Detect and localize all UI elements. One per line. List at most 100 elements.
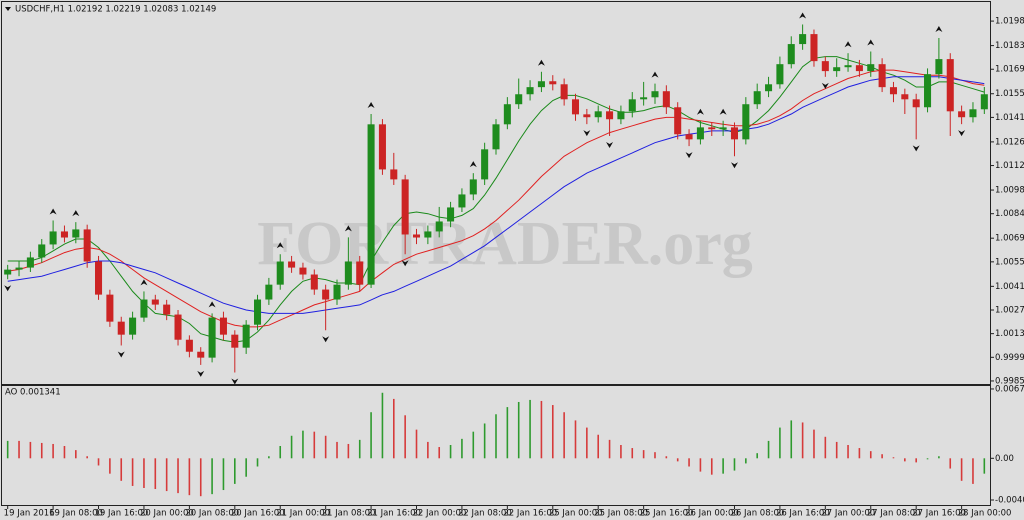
y-tick-label: 1.00555 <box>995 257 1024 267</box>
candle-body <box>424 231 432 238</box>
x-tick-label: 27 Jan 08:00 <box>867 509 921 519</box>
fractal-up-arrow <box>651 71 659 78</box>
candle-body <box>435 221 443 232</box>
candle-body <box>515 94 523 105</box>
candle-body <box>537 81 545 88</box>
candle-body <box>4 269 12 275</box>
fractal-up-arrow <box>72 210 80 217</box>
x-tick-label: 21 Jan 08:00 <box>322 509 376 519</box>
fractal-up-arrow <box>140 279 148 286</box>
y-tick-label: 1.00980 <box>995 186 1024 196</box>
candle-body <box>935 59 943 75</box>
candle-body <box>26 257 34 268</box>
candle-body <box>390 169 398 180</box>
candle-body <box>912 99 920 108</box>
candle-body <box>844 65 852 68</box>
candle-body <box>140 299 148 318</box>
fractal-down-arrow <box>821 82 829 89</box>
fractal-down-arrow <box>401 260 409 267</box>
fractal-down-arrow <box>231 378 239 385</box>
candle-body <box>38 244 46 258</box>
x-tick-label: 26 Jan 08:00 <box>730 509 784 519</box>
candle-body <box>253 299 262 325</box>
y-tick-label: 1.01550 <box>995 89 1024 99</box>
candle-body <box>15 267 23 270</box>
candle-body <box>946 59 954 112</box>
candle-body <box>924 74 932 108</box>
candle-body <box>242 324 250 348</box>
candle-body <box>674 107 682 135</box>
candle-body <box>583 114 591 118</box>
x-tick-label: 19 Jan 08:00 <box>49 509 103 519</box>
x-tick-label: 22 Jan 00:00 <box>413 509 467 519</box>
candle-body <box>662 91 670 108</box>
fractal-down-arrow <box>606 141 614 148</box>
watermark: FORTRADER.org <box>257 210 753 278</box>
candle-body <box>855 65 863 72</box>
candle-body <box>378 124 386 170</box>
fractal-up-arrow <box>696 108 704 115</box>
y-tick-label: 1.01265 <box>995 137 1024 147</box>
candle-body <box>208 317 216 358</box>
candle-body <box>299 267 307 275</box>
x-tick-label: 19 Jan 2016 <box>4 509 55 519</box>
symbol-title: USDCHF,H1 1.02192 1.02219 1.02083 1.0214… <box>15 5 216 15</box>
y-tick-label: 1.01695 <box>995 65 1024 75</box>
candle-body <box>730 127 739 140</box>
candle-body <box>151 299 159 305</box>
candle-body <box>401 179 409 235</box>
y-tick-label: 1.00410 <box>995 282 1024 292</box>
y-tick-label: 1.00695 <box>995 234 1024 244</box>
candle-body <box>560 84 568 100</box>
fractal-up-arrow <box>469 161 477 168</box>
candle-body <box>969 109 977 118</box>
candle-body <box>60 231 68 238</box>
x-tick-label: 25 Jan 00:00 <box>549 509 603 519</box>
candle-body <box>174 314 182 340</box>
candle-body <box>901 94 909 100</box>
candle-body <box>765 84 773 92</box>
candle-body <box>799 34 807 45</box>
y-tick-label: 0.00 <box>995 454 1014 464</box>
fractal-down-arrow <box>197 370 205 377</box>
candle-body <box>481 149 489 180</box>
y-tick-label: 1.01125 <box>995 161 1024 171</box>
x-tick-label: 25 Jan 08:00 <box>594 509 648 519</box>
fractal-up-arrow <box>799 12 807 19</box>
fractal-down-arrow <box>322 336 330 343</box>
fractal-up-arrow <box>935 25 943 32</box>
candle-body <box>696 127 704 140</box>
candle-body <box>685 134 693 140</box>
candle-body <box>753 91 761 105</box>
x-tick-label: 28 Jan 00:00 <box>958 509 1012 519</box>
candle-body <box>219 317 227 335</box>
x-tick-label: 20 Jan 08:00 <box>185 509 239 519</box>
candle-body <box>640 97 648 100</box>
candle-body <box>95 261 103 295</box>
fractal-up-arrow <box>344 225 352 232</box>
candle-body <box>276 261 284 285</box>
x-tick-label: 27 Jan 00:00 <box>821 509 875 519</box>
fractal-up-arrow <box>867 39 875 46</box>
candle-body <box>412 234 421 238</box>
fractal-up-arrow <box>719 108 727 115</box>
y-tick-label: 0.006771 <box>995 384 1024 394</box>
menu-triangle[interactable] <box>5 7 11 11</box>
fractal-up-arrow <box>208 301 216 308</box>
candle-body <box>129 317 137 335</box>
ao-panel <box>1 385 991 506</box>
candle-body <box>980 94 988 110</box>
candle-body <box>310 274 318 290</box>
candle-body <box>719 127 727 130</box>
candle-body <box>106 294 114 322</box>
candle-body <box>356 261 364 285</box>
x-tick-label: 22 Jan 08:00 <box>458 509 512 519</box>
candle-body <box>878 64 886 88</box>
x-tick-label: 19 Jan 16:00 <box>95 509 149 519</box>
candle-body <box>163 304 171 315</box>
candle-body <box>821 61 829 72</box>
